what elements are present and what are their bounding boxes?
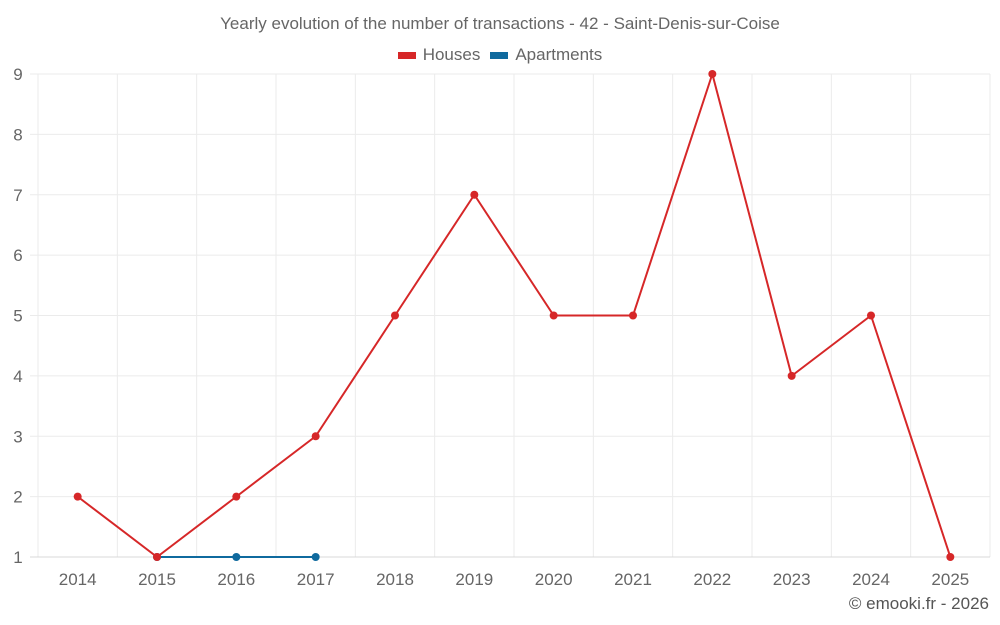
chart-grid: [30, 73, 991, 558]
x-tick-label: 2024: [852, 570, 890, 589]
data-point[interactable]: [311, 432, 320, 441]
x-tick-label: 2021: [614, 570, 652, 589]
data-point[interactable]: [153, 553, 161, 561]
apartments-swatch-icon: [490, 51, 509, 59]
data-point[interactable]: [232, 553, 241, 561]
data-point[interactable]: [549, 311, 558, 320]
data-point[interactable]: [629, 311, 637, 320]
data-point[interactable]: [787, 371, 796, 380]
data-point[interactable]: [708, 70, 717, 78]
copyright-credit: © emooki.fr - 2026: [848, 594, 989, 613]
x-axis: 2014 2015 2016 2017 2018 2019 2020 2021 2022 2023…: [59, 570, 969, 589]
y-tick-label: 9: [13, 65, 22, 84]
data-point[interactable]: [470, 190, 479, 199]
houses-swatch-icon: [397, 51, 416, 59]
y-tick-label: 4: [13, 367, 22, 386]
legend-item-apartments[interactable]: Apartments: [490, 45, 602, 65]
legend-item-houses[interactable]: Houses: [397, 45, 481, 65]
legend-label-apartments: Apartments: [515, 45, 603, 64]
y-tick-label: 2: [13, 488, 22, 507]
chart-series: [73, 70, 955, 561]
x-tick-label: 2015: [138, 570, 176, 589]
y-tick-label: 3: [13, 427, 22, 446]
x-tick-label: 2018: [376, 570, 414, 589]
data-point[interactable]: [391, 311, 399, 320]
x-tick-label: 2020: [535, 570, 573, 589]
data-point[interactable]: [946, 553, 955, 561]
x-tick-label: 2016: [217, 570, 255, 589]
y-tick-label: 1: [13, 548, 22, 567]
y-tick-label: 7: [13, 186, 22, 205]
x-tick-label: 2023: [773, 570, 811, 589]
data-point[interactable]: [867, 311, 875, 320]
series-apartments: [153, 553, 320, 561]
y-tick-label: 8: [13, 125, 22, 144]
data-point[interactable]: [232, 492, 241, 501]
y-tick-label: 6: [13, 246, 22, 265]
data-point[interactable]: [73, 492, 82, 501]
x-tick-label: 2025: [931, 570, 969, 589]
chart-legend: Houses Apartments: [0, 45, 1000, 65]
legend-label-houses: Houses: [422, 45, 481, 64]
x-tick-label: 2022: [693, 570, 731, 589]
data-point[interactable]: [311, 553, 320, 561]
chart-title: Yearly evolution of the number of transa…: [220, 14, 780, 33]
x-tick-label: 2014: [59, 570, 97, 589]
series-houses: [73, 70, 955, 561]
x-tick-label: 2017: [297, 570, 335, 589]
series-line: [77, 73, 952, 558]
y-tick-label: 5: [13, 307, 22, 326]
y-axis: 1 2 3 4 5 6 7 8 9: [13, 65, 22, 567]
x-tick-label: 2019: [455, 570, 493, 589]
